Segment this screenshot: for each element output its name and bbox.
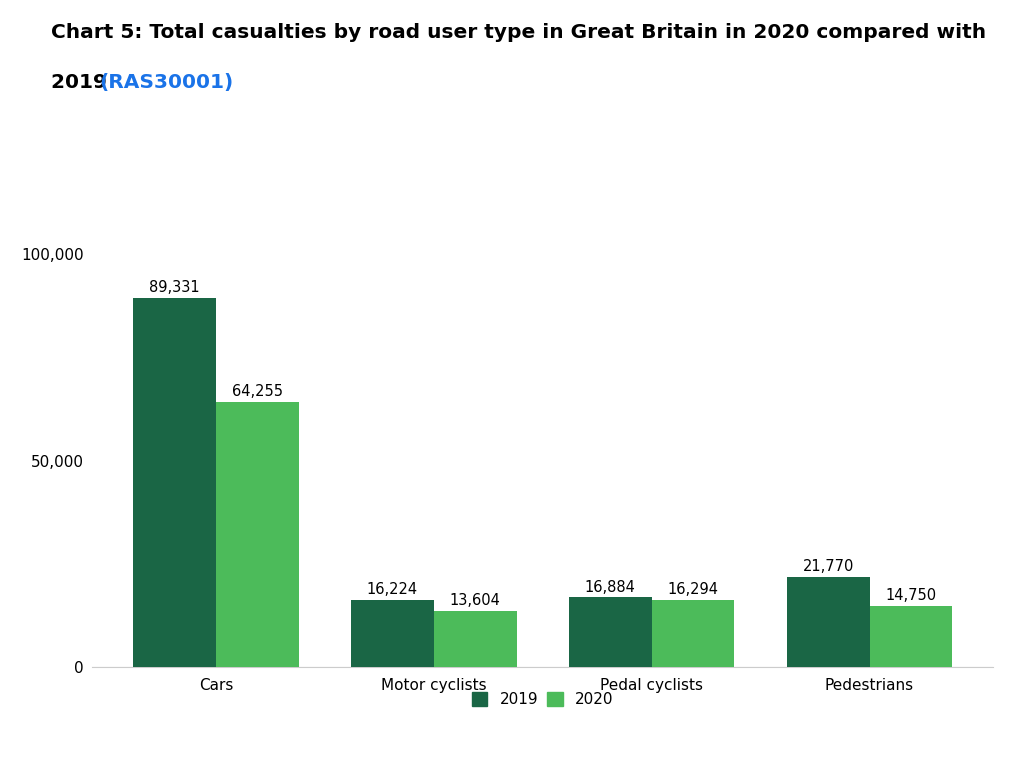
Bar xyxy=(569,597,651,667)
Text: 14,750: 14,750 xyxy=(886,588,937,604)
Bar xyxy=(434,611,516,667)
Bar xyxy=(351,601,434,667)
Text: 89,331: 89,331 xyxy=(150,280,200,295)
Text: 2019: 2019 xyxy=(51,73,114,92)
Text: 21,770: 21,770 xyxy=(803,559,854,574)
Bar xyxy=(216,402,299,667)
Text: 16,224: 16,224 xyxy=(367,582,418,597)
Bar xyxy=(133,298,216,667)
Text: 16,884: 16,884 xyxy=(585,580,636,594)
Text: Chart 5: Total casualties by road user type in Great Britain in 2020 compared wi: Chart 5: Total casualties by road user t… xyxy=(51,23,986,42)
Legend: 2019, 2020: 2019, 2020 xyxy=(468,688,617,712)
Bar xyxy=(869,606,952,667)
Text: (RAS30001): (RAS30001) xyxy=(99,73,233,92)
Bar xyxy=(651,600,734,667)
Bar xyxy=(786,578,869,667)
Text: 13,604: 13,604 xyxy=(450,593,501,608)
Text: 64,255: 64,255 xyxy=(231,384,283,399)
Text: 16,294: 16,294 xyxy=(668,582,719,597)
